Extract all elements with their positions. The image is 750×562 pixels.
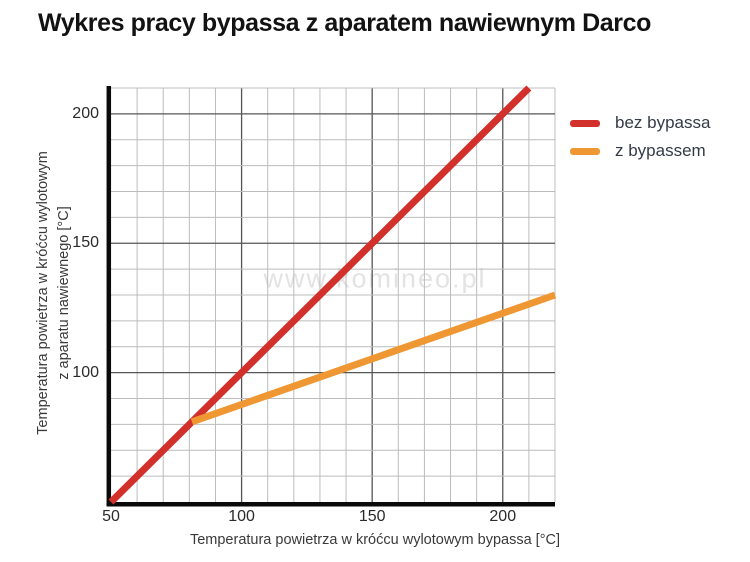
watermark-text: www.komineo.pl xyxy=(263,263,487,294)
legend-swatch-orange-icon xyxy=(570,147,600,155)
x-axis-label: Temperatura powietrza w króćcu wylotowym… xyxy=(189,532,561,548)
x-axis-ticks: 50 100 150 200 xyxy=(0,508,750,528)
y-tick-label: 150 xyxy=(72,234,99,252)
chart-title: Wykres pracy bypassa z aparatem nawiewny… xyxy=(38,9,651,37)
legend-swatch-red-icon xyxy=(570,119,600,127)
x-tick-label: 150 xyxy=(358,508,386,525)
plot-area xyxy=(106,85,557,507)
legend-item-bez-bypassa: bez bypassa xyxy=(570,113,710,133)
legend-label-bez-bypassa: bez bypassa xyxy=(615,113,711,132)
legend: bez bypassa z bypassem xyxy=(570,113,710,169)
y-tick-label: 200 xyxy=(72,104,99,122)
x-tick-label: 100 xyxy=(228,508,255,525)
y-axis-ticks: 100 150 200 xyxy=(0,0,99,562)
legend-item-z-bypassem: z bypassem xyxy=(570,141,710,161)
legend-label-z-bypassem: z bypassem xyxy=(615,141,706,160)
series-line-z-bypassem xyxy=(190,291,557,426)
x-tick-label: 50 xyxy=(102,508,120,525)
x-tick-label: 200 xyxy=(489,508,517,525)
y-tick-label: 100 xyxy=(72,363,99,381)
series-line-bez-bypassa xyxy=(108,85,532,505)
